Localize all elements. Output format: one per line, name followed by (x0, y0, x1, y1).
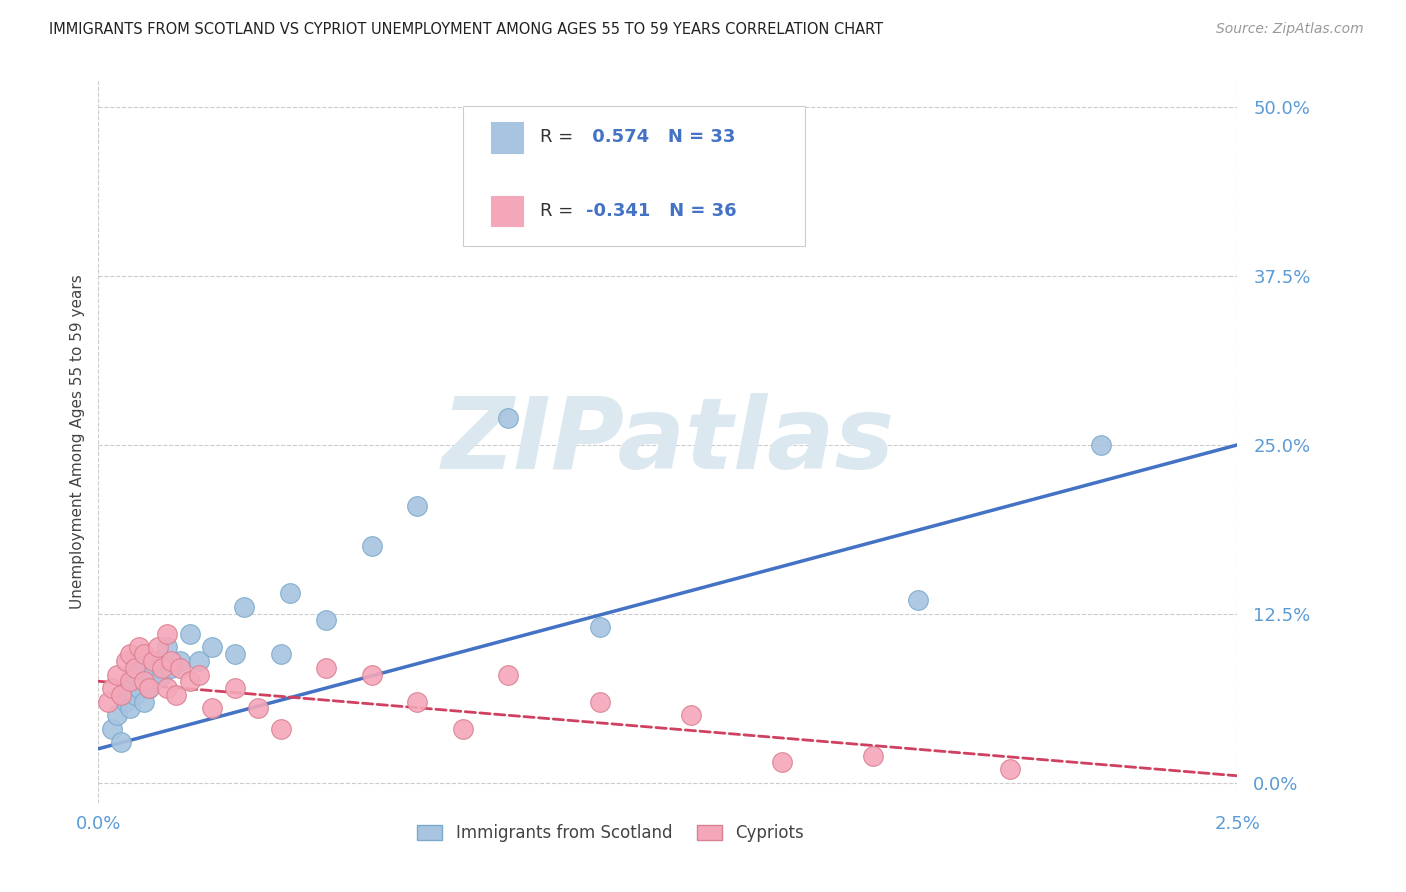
Point (120, 647, 142, 661)
Point (588, 620, 610, 634)
Text: IMMIGRANTS FROM SCOTLAND VS CYPRIOT UNEMPLOYMENT AMONG AGES 55 TO 59 YEARS CORRE: IMMIGRANTS FROM SCOTLAND VS CYPRIOT UNEM… (49, 22, 883, 37)
Point (105, 708, 128, 723)
Point (169, 654, 191, 668)
Point (128, 681, 150, 695)
Point (105, 667, 128, 681)
Point (101, 681, 124, 695)
Point (315, 614, 337, 628)
Point (187, 667, 209, 681)
Point (201, 701, 224, 715)
Point (156, 627, 179, 641)
Point (132, 647, 155, 661)
Point (132, 674, 155, 689)
Point (120, 681, 142, 695)
Point (679, 708, 702, 723)
Point (138, 681, 160, 695)
Point (498, 667, 520, 681)
Point (406, 499, 429, 513)
Point (124, 667, 146, 681)
Bar (491, 196, 523, 227)
Point (156, 681, 179, 695)
Point (1090, 438, 1112, 452)
Point (124, 688, 146, 702)
Point (278, 586, 301, 600)
Point (156, 640, 179, 655)
Point (110, 688, 132, 702)
Point (406, 694, 429, 708)
Point (169, 661, 191, 675)
Point (146, 654, 169, 668)
Point (179, 674, 201, 689)
Point (498, 411, 520, 425)
Point (998, 762, 1021, 776)
Point (907, 593, 929, 607)
Point (142, 654, 165, 668)
Legend: Immigrants from Scotland, Cypriots: Immigrants from Scotland, Cypriots (411, 817, 811, 848)
Point (146, 640, 169, 655)
Point (138, 681, 160, 695)
Text: 0.574   N = 33: 0.574 N = 33 (586, 128, 735, 146)
Point (114, 654, 136, 668)
Point (128, 640, 150, 655)
Point (233, 599, 256, 614)
Point (160, 661, 183, 675)
Point (150, 667, 173, 681)
Point (120, 701, 142, 715)
FancyBboxPatch shape (463, 105, 804, 246)
Point (120, 674, 142, 689)
Point (179, 627, 201, 641)
Point (160, 654, 183, 668)
Point (165, 688, 187, 702)
Text: -0.341   N = 36: -0.341 N = 36 (586, 202, 737, 220)
Point (132, 694, 155, 708)
Point (270, 647, 292, 661)
Point (142, 661, 165, 675)
Point (224, 681, 246, 695)
Text: Source: ZipAtlas.com: Source: ZipAtlas.com (1216, 22, 1364, 37)
Point (110, 735, 132, 749)
Point (187, 654, 209, 668)
Point (132, 654, 155, 668)
Point (101, 722, 124, 736)
Point (96, 694, 118, 708)
Point (360, 667, 382, 681)
Point (315, 661, 337, 675)
Point (451, 722, 474, 736)
Point (246, 701, 269, 715)
Point (201, 640, 224, 655)
Bar (491, 122, 523, 153)
Point (770, 756, 793, 770)
Text: R =: R = (540, 202, 579, 220)
Point (270, 722, 292, 736)
Y-axis label: Unemployment Among Ages 55 to 59 years: Unemployment Among Ages 55 to 59 years (69, 274, 84, 609)
Point (588, 694, 610, 708)
Point (224, 647, 246, 661)
Point (360, 539, 382, 553)
Point (150, 661, 173, 675)
Point (114, 694, 136, 708)
Point (862, 748, 884, 763)
Text: R =: R = (540, 128, 579, 146)
Text: ZIPatlas: ZIPatlas (441, 393, 894, 490)
Point (142, 674, 165, 689)
Point (124, 661, 146, 675)
